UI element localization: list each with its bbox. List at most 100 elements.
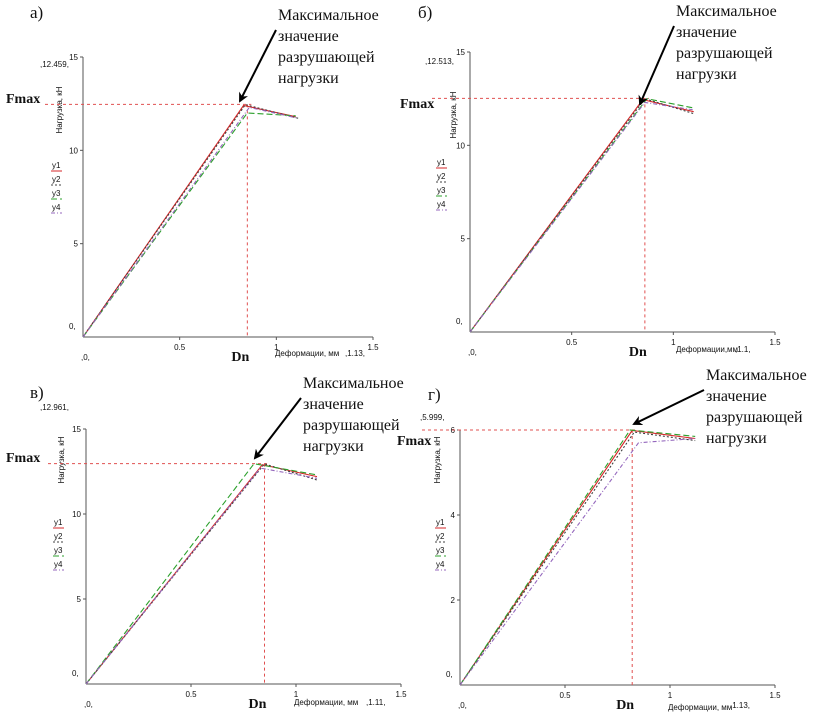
x-axis-title: Деформации, мм xyxy=(668,703,732,712)
y-tick-label: 15 xyxy=(72,425,81,434)
legend-label: y2 xyxy=(52,175,61,184)
panel-label: б) xyxy=(418,3,432,22)
y-tick-label: 15 xyxy=(456,48,465,57)
annotation-arrow xyxy=(632,389,705,426)
x-tick-label: 0.5 xyxy=(566,338,578,347)
legend-label: y4 xyxy=(54,560,63,569)
dn-label: Dn xyxy=(629,345,647,360)
y-origin-label: 0, xyxy=(72,669,79,678)
y-axis-title: Нагрузка, кН xyxy=(449,91,458,138)
annotation-arrow xyxy=(253,397,302,460)
annotation-line: Максимальное xyxy=(303,375,404,392)
series-line-y2 xyxy=(459,431,696,686)
x-axis-title: Деформации, мм xyxy=(275,349,339,358)
annotation-line: значение xyxy=(303,396,364,413)
annotation-line: нагрузки xyxy=(676,66,737,83)
series-line-y3 xyxy=(469,98,694,333)
panel-label: в) xyxy=(30,383,44,402)
panel-label: г) xyxy=(428,385,441,404)
x-origin-label: ,0, xyxy=(81,353,90,362)
annotation: Максимальное значение разрушающей нагрузки xyxy=(253,375,404,460)
annotation-line: значение xyxy=(278,28,339,45)
fmax-label: Fmax xyxy=(6,451,40,466)
annotation-line: разрушающей xyxy=(706,409,803,426)
series-line-y1 xyxy=(85,464,318,685)
annotation-arrow xyxy=(638,25,675,106)
annotation-line: разрушающей xyxy=(278,49,375,66)
legend: y1 y2 y3 y4 xyxy=(435,518,446,571)
y-tick-label: 5 xyxy=(74,240,79,249)
y-tick-label: 4 xyxy=(451,511,456,520)
x-tick-label: 0.5 xyxy=(174,343,186,352)
annotation: Максимальное значение разрушающей нагрузки xyxy=(632,367,807,447)
series-line-y4 xyxy=(459,437,696,686)
annotation-line: нагрузки xyxy=(278,70,339,87)
x-max-label: ,1.1, xyxy=(735,345,751,354)
dn-label: Dn xyxy=(616,698,634,713)
fmax-label: Fmax xyxy=(6,92,40,107)
y-tick-label: 2 xyxy=(451,596,456,605)
y-tick-label: 15 xyxy=(69,53,78,62)
series-line-y3 xyxy=(85,463,318,685)
series-line-y1 xyxy=(469,98,694,333)
series-line-y1 xyxy=(82,104,296,338)
chart-panel-1: а) 15 10 5 0.5 1 1.5 0, ,0, ,12.459, Нагрузка, кН Д… xyxy=(6,3,379,365)
y-origin-label: 0, xyxy=(446,670,453,679)
annotation-line: разрушающей xyxy=(303,417,400,434)
series-line-y2 xyxy=(85,463,318,685)
x-max-label: ,1.13, xyxy=(730,701,750,710)
legend-label: y2 xyxy=(54,532,63,541)
legend-label: y3 xyxy=(436,546,445,555)
legend-label: y2 xyxy=(436,532,445,541)
y-tick-label: 10 xyxy=(69,146,78,155)
series-line-y2 xyxy=(469,98,694,333)
x-tick-label: 1 xyxy=(274,343,279,352)
legend-label: y4 xyxy=(436,560,445,569)
y-tick-label: 10 xyxy=(72,510,81,519)
fmax-label: Fmax xyxy=(400,97,434,112)
annotation-line: нагрузки xyxy=(303,438,364,455)
y-max-label: ,12.513, xyxy=(425,57,454,66)
dn-label: Dn xyxy=(231,350,249,365)
x-axis-title: Деформации, мм xyxy=(294,698,358,707)
annotation-line: значение xyxy=(706,388,767,405)
legend-label: y3 xyxy=(54,546,63,555)
annotation-line: разрушающей xyxy=(676,45,773,62)
x-tick-label: 0.5 xyxy=(185,690,197,699)
x-origin-label: ,0, xyxy=(468,348,477,357)
legend-label: y1 xyxy=(436,518,445,527)
legend-label: y1 xyxy=(52,161,61,170)
y-axis-title: Нагрузка, кН xyxy=(57,436,66,483)
x-max-label: ,1.13, xyxy=(345,349,365,358)
panel-label: а) xyxy=(30,3,43,22)
annotation-line: значение xyxy=(676,24,737,41)
annotation-line: Максимальное xyxy=(676,3,777,20)
annotation-line: нагрузки xyxy=(706,430,767,447)
series-line-y2 xyxy=(82,103,300,338)
series-line-y1 xyxy=(459,429,696,686)
x-tick-label: 1 xyxy=(671,338,676,347)
series-line-y3 xyxy=(459,429,696,686)
annotation-line: Максимальное xyxy=(706,367,807,384)
x-origin-label: ,0, xyxy=(458,701,467,710)
x-axis-title: Деформации,мм xyxy=(676,345,738,354)
x-tick-label: 1.5 xyxy=(769,691,781,700)
x-tick-label: 1.5 xyxy=(769,338,781,347)
series-line-y4 xyxy=(82,106,296,338)
series-line-y4 xyxy=(469,101,694,333)
y-max-label: ,12.961, xyxy=(40,403,69,412)
legend-label: y4 xyxy=(52,203,61,212)
legend-label: y4 xyxy=(437,200,446,209)
y-origin-label: 0, xyxy=(69,322,76,331)
y-max-label: ,12.459, xyxy=(40,60,69,69)
legend-label: y3 xyxy=(437,186,446,195)
y-tick-label: 5 xyxy=(77,595,82,604)
x-tick-label: 1 xyxy=(294,690,299,699)
dn-label: Dn xyxy=(249,697,267,712)
y-axis-title: Нагрузка, кН xyxy=(55,86,64,133)
annotation: Максимальное значение разрушающей нагрузки xyxy=(239,7,379,103)
annotation-line: Максимальное xyxy=(278,7,379,24)
series-line-y4 xyxy=(85,467,318,685)
x-max-label: ,1.11, xyxy=(366,698,385,707)
